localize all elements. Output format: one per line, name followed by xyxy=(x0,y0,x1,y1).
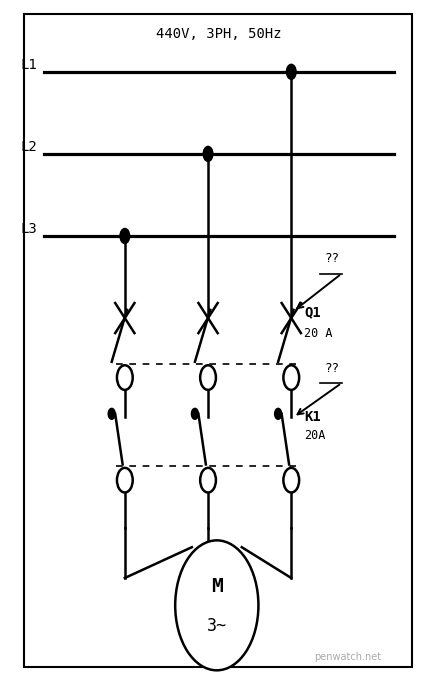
Circle shape xyxy=(120,228,130,244)
Text: ??: ?? xyxy=(324,362,339,375)
Circle shape xyxy=(275,408,282,419)
Circle shape xyxy=(117,365,133,390)
Text: K1: K1 xyxy=(304,410,321,424)
Text: L1: L1 xyxy=(21,58,37,72)
Circle shape xyxy=(283,468,299,492)
Text: ??: ?? xyxy=(324,252,339,265)
Text: Q1: Q1 xyxy=(304,306,321,319)
Circle shape xyxy=(191,408,198,419)
Text: 20A: 20A xyxy=(304,429,326,443)
Circle shape xyxy=(203,146,213,161)
Text: L3: L3 xyxy=(21,222,37,236)
Text: 20 A: 20 A xyxy=(304,326,333,340)
Text: 3~: 3~ xyxy=(207,617,227,635)
Text: M: M xyxy=(211,577,223,596)
Circle shape xyxy=(175,540,258,670)
Circle shape xyxy=(108,408,115,419)
Circle shape xyxy=(283,365,299,390)
Bar xyxy=(24,14,412,667)
Circle shape xyxy=(200,468,216,492)
Circle shape xyxy=(286,64,296,79)
Circle shape xyxy=(200,365,216,390)
Text: penwatch.net: penwatch.net xyxy=(314,652,381,661)
Text: 440V, 3PH, 50Hz: 440V, 3PH, 50Hz xyxy=(156,27,282,41)
Text: L2: L2 xyxy=(21,140,37,154)
Circle shape xyxy=(117,468,133,492)
